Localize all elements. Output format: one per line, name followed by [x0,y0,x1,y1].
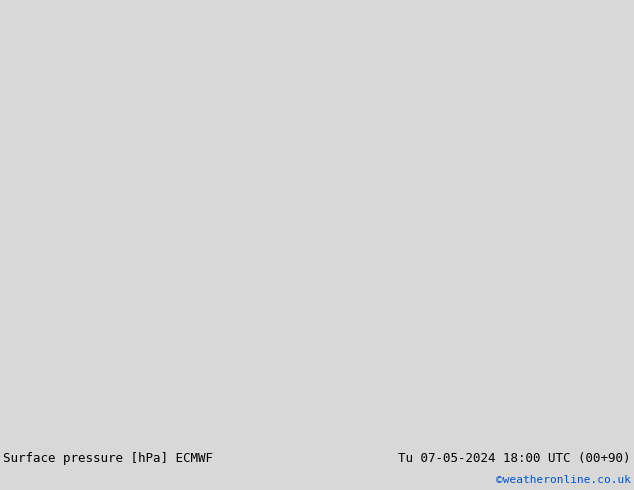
Text: Surface pressure [hPa] ECMWF: Surface pressure [hPa] ECMWF [3,452,213,465]
Text: Tu 07-05-2024 18:00 UTC (00+90): Tu 07-05-2024 18:00 UTC (00+90) [398,452,631,465]
Text: ©weatheronline.co.uk: ©weatheronline.co.uk [496,475,631,485]
